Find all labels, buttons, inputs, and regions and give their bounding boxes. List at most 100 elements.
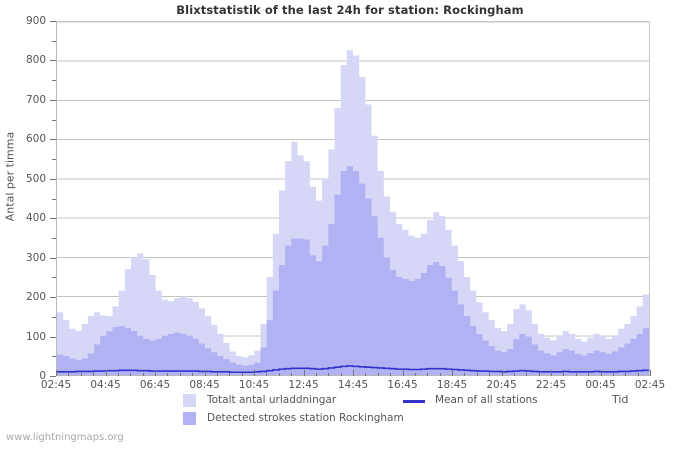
x-axis-tick-mark [155, 370, 156, 376]
legend-line-swatch [403, 400, 425, 403]
x-axis-label: Tid [612, 393, 629, 406]
x-axis-tick-label: 20:45 [486, 379, 517, 391]
x-axis-tick-label: 16:45 [387, 379, 418, 391]
x-axis-minor-tick [588, 373, 590, 376]
y-axis-label: Antal per timma [3, 131, 17, 222]
y-axis-minor-tick [52, 119, 56, 121]
x-axis-minor-tick [427, 373, 429, 376]
legend-color-swatch [183, 394, 196, 407]
x-axis-minor-tick [526, 373, 528, 376]
y-axis-tick-label: 300 [25, 251, 46, 264]
x-axis-tick-label: 10:45 [238, 379, 270, 391]
y-axis-tick-label: 800 [25, 54, 46, 67]
x-axis-tick-label: 02:45 [634, 379, 666, 391]
y-axis-tick-mark [50, 99, 56, 101]
x-axis-minor-tick [216, 373, 218, 376]
y-axis-tick-mark [50, 297, 56, 299]
x-axis-minor-tick [192, 373, 194, 376]
x-axis-tick-label: 18:45 [436, 379, 468, 391]
x-axis-tick-mark [56, 370, 57, 376]
y-axis-tick-label: 200 [25, 291, 46, 304]
x-axis-tick-label: 04:45 [90, 379, 121, 391]
x-axis-tick-label: 02:45 [40, 379, 72, 391]
x-axis-minor-tick [414, 373, 416, 376]
x-axis-minor-tick [637, 373, 639, 376]
y-axis-tick-mark [50, 60, 56, 62]
y-axis-tick-label: 400 [25, 212, 46, 225]
y-axis-tick-label: 100 [25, 330, 46, 343]
x-axis-tick-mark [650, 370, 651, 376]
x-axis-minor-tick [439, 373, 441, 376]
legend-color-swatch [183, 412, 196, 425]
x-axis-minor-tick [390, 373, 392, 376]
x-axis-minor-tick [229, 373, 231, 376]
x-axis-minor-tick [291, 373, 293, 376]
x-axis-tick-label: 06:45 [139, 379, 171, 391]
x-axis-tick-label: 12:45 [288, 379, 319, 391]
y-axis-tick-label: 0 [39, 370, 46, 382]
y-axis-tick-label: 500 [25, 172, 46, 185]
x-axis-tick-mark [501, 370, 503, 376]
y-axis-tick-label: 900 [25, 15, 46, 27]
y-axis-minor-tick [52, 80, 56, 82]
x-axis-tick-mark [353, 370, 354, 376]
x-axis-minor-tick [476, 373, 478, 376]
x-axis-minor-tick [538, 373, 540, 376]
x-axis-minor-tick [365, 373, 367, 376]
y-axis-tick-mark [50, 139, 56, 141]
x-axis-minor-tick [241, 373, 243, 376]
legend-label: Detected strokes station Rockingham [207, 412, 404, 424]
y-axis-minor-tick [52, 316, 56, 318]
y-axis-minor-tick [52, 356, 56, 358]
x-axis-minor-tick [130, 373, 132, 376]
x-axis-minor-tick [167, 373, 169, 376]
x-axis-minor-tick [68, 373, 70, 376]
x-axis-minor-tick [80, 373, 82, 376]
plot-area [56, 21, 650, 376]
x-axis-tick-mark [303, 370, 305, 376]
y-axis-tick-label: 600 [25, 133, 46, 146]
x-axis-tick-label: 08:45 [189, 379, 220, 391]
x-axis-minor-tick [464, 373, 466, 376]
x-axis-minor-tick [575, 373, 577, 376]
x-axis-tick-label: 22:45 [535, 379, 567, 391]
x-axis-minor-tick [612, 373, 614, 376]
x-axis-tick-mark [105, 370, 107, 376]
y-axis-tick-mark [50, 178, 56, 180]
chart-legend: Totalt antal urladdningar Detected stroke… [0, 392, 700, 428]
x-axis-minor-tick [340, 373, 342, 376]
y-axis-tick-mark [50, 257, 56, 259]
x-axis-minor-tick [315, 373, 317, 376]
x-axis-minor-tick [625, 373, 627, 376]
x-axis-minor-tick [563, 373, 565, 376]
y-axis-minor-tick [52, 277, 56, 279]
x-axis-minor-tick [266, 373, 268, 376]
y-axis-minor-tick [52, 198, 56, 200]
x-axis-tick-mark [254, 370, 255, 376]
page-title: Blixtstatistik of the last 24h for stati… [176, 3, 524, 17]
x-axis-tick-mark [204, 370, 206, 376]
x-axis-tick-label: 00:45 [585, 379, 616, 391]
y-axis-tick-mark [50, 21, 56, 22]
watermark: www.lightningmaps.org [6, 432, 124, 443]
x-axis-minor-tick [142, 373, 144, 376]
y-axis-tick-label: 700 [25, 93, 46, 106]
x-axis-tick-mark [402, 370, 404, 376]
y-axis-minor-tick [52, 237, 56, 239]
y-axis-tick-mark [50, 218, 56, 220]
x-axis-minor-tick [117, 373, 119, 376]
y-axis-tick-mark [50, 376, 56, 377]
x-axis-minor-tick [513, 373, 515, 376]
x-axis-minor-tick [179, 373, 181, 376]
x-axis-minor-tick [489, 373, 491, 376]
x-axis-minor-tick [377, 373, 379, 376]
x-axis-tick-mark [600, 370, 602, 376]
y-axis-minor-tick [52, 40, 56, 42]
x-axis-minor-tick [93, 373, 95, 376]
legend-label: Mean of all stations [435, 394, 538, 406]
series-layer [57, 50, 649, 375]
x-axis-minor-tick [328, 373, 330, 376]
legend-label: Totalt antal urladdningar [207, 394, 337, 406]
x-axis-tick-mark [452, 370, 453, 376]
